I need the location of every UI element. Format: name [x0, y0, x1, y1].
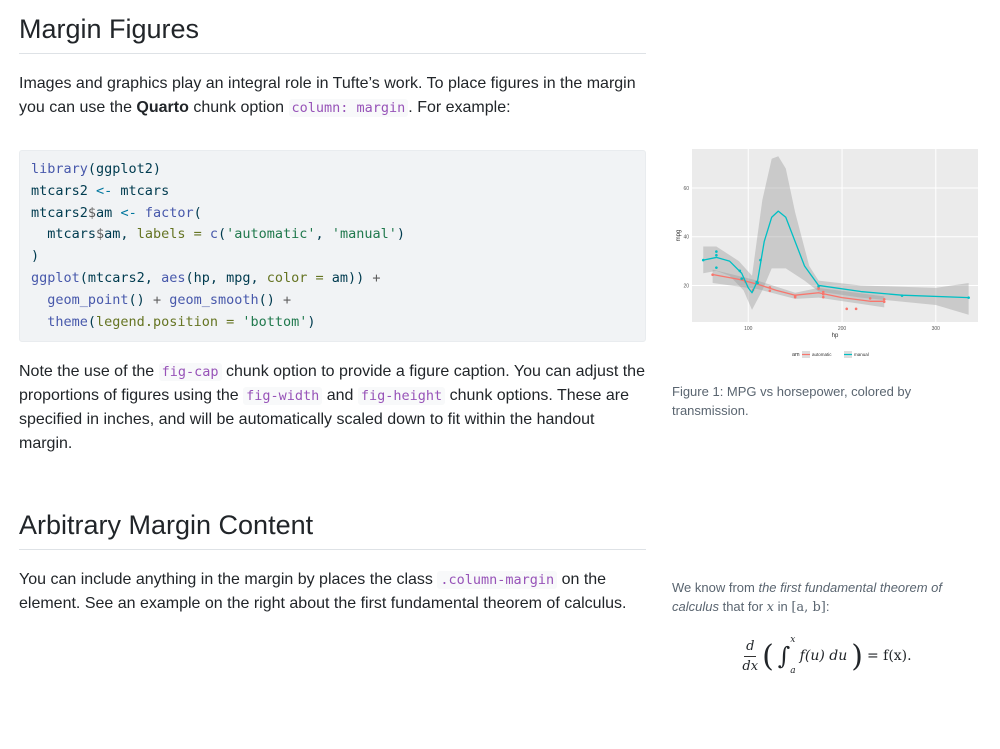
x-tick-label: 200 [838, 326, 847, 332]
legend-label-manual: manual [854, 352, 869, 357]
text: : [825, 599, 830, 614]
text: Images and graphics play an integral rol… [19, 75, 636, 116]
data-point-automatic [768, 289, 772, 293]
text: You can include anything in the margin b… [19, 571, 438, 589]
note-paragraph: Note the use of the fig-cap chunk option… [19, 360, 646, 456]
plot-panel [692, 149, 978, 322]
x-axis-label: hp [832, 333, 839, 339]
data-point-manual [759, 258, 762, 262]
data-point-manual [817, 284, 820, 288]
emphasis-text: the first fundamental theorem of calculu… [672, 580, 942, 614]
y-axis-label: mpg [676, 230, 682, 242]
data-point-automatic [711, 273, 714, 277]
data-point-automatic [821, 290, 825, 294]
code-block[interactable]: library(ggplot2) mtcars2 <- mtcars mtcar… [19, 150, 646, 343]
data-point-automatic [868, 297, 872, 300]
data-point-manual [701, 258, 705, 262]
text: . For example: [408, 99, 511, 116]
text: chunk option [188, 99, 289, 116]
data-point-automatic [821, 295, 825, 299]
math-var: x [766, 600, 775, 615]
data-point-manual [715, 253, 718, 257]
smooth-line-manual [703, 210, 969, 299]
confidence-band-manual [703, 156, 969, 315]
y-tick-label: 20 [683, 283, 689, 289]
text: in [774, 599, 792, 614]
equation-rhs: = f(x). [866, 647, 912, 664]
x-tick-label: 300 [932, 326, 941, 332]
text: on the element. See an example on the ri… [19, 571, 627, 613]
data-point-manual [756, 281, 759, 285]
y-tick-label: 60 [683, 186, 689, 192]
data-point-manual [715, 266, 718, 269]
text: and [322, 387, 358, 405]
derivative-fraction: d dx [742, 638, 759, 674]
left-paren: ( [762, 638, 774, 674]
section-heading-arbitrary-margin: Arbitrary Margin Content [19, 510, 646, 551]
main-column: Margin Figures Images and graphics play … [19, 0, 646, 616]
text: chunk option to provide a figure caption… [19, 363, 645, 405]
text: that for [718, 599, 767, 614]
inline-code: fig-height [357, 387, 446, 406]
data-point-manual [900, 294, 904, 297]
legend-title: am [792, 352, 800, 358]
data-point-manual [740, 277, 743, 280]
data-point-manual [967, 296, 970, 299]
inline-code: .column-margin [437, 571, 558, 590]
section-heading-margin-figures: Margin Figures [19, 14, 646, 54]
data-point-automatic [793, 295, 797, 298]
data-point-automatic [882, 298, 886, 301]
text: chunk options. These are specified in in… [19, 387, 629, 453]
integral-sign: ∫ [777, 641, 791, 670]
figure-caption: Figure 1: MPG vs horsepower, colored by … [672, 384, 912, 418]
text: We know from [672, 580, 759, 595]
data-point-automatic [854, 307, 858, 311]
data-point-automatic [821, 292, 825, 296]
text: Note the use of the [19, 363, 159, 381]
integrand: f(u) du [799, 647, 848, 664]
data-point-manual [738, 269, 742, 273]
x-tick-label: 100 [744, 326, 753, 332]
y-tick-label: 40 [683, 235, 689, 241]
intro-paragraph: Images and graphics play an integral rol… [19, 72, 646, 120]
data-point-automatic [768, 286, 772, 289]
data-point-automatic [845, 307, 849, 311]
margin-content-paragraph: You can include anything in the margin b… [19, 568, 646, 616]
inline-code: column: margin [288, 99, 409, 117]
bold-text: Quarto [136, 99, 189, 116]
legend-label-automatic: automatic [812, 352, 832, 357]
math-interval: [a, b] [791, 600, 826, 615]
mpg-hp-figure: 100 200 300 20 40 60 hp mpg am automatic manual [676, 149, 978, 358]
data-point-manual [715, 250, 718, 253]
data-point-automatic [882, 300, 886, 304]
inline-code: fig-width [243, 387, 323, 406]
inline-code: fig-cap [158, 363, 222, 382]
right-paren: ) [851, 638, 863, 674]
margin-note: We know from the first fundamental theor… [672, 578, 982, 681]
